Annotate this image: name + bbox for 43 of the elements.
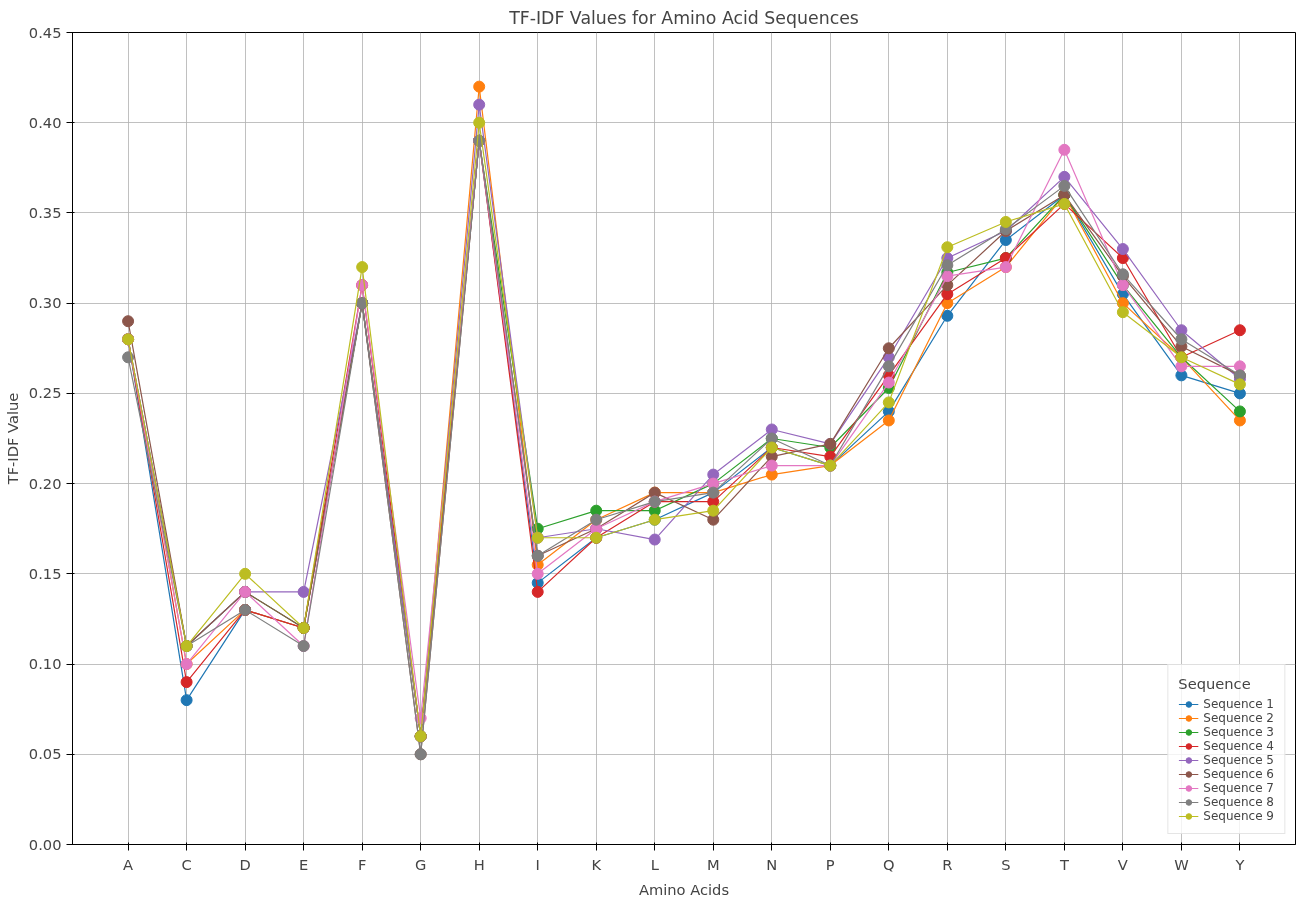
x-tick-label: R xyxy=(942,855,953,873)
x-tick-label: W xyxy=(1174,855,1190,873)
legend-label: Sequence 9 xyxy=(1203,809,1274,823)
chart-title: TF-IDF Values for Amino Acid Sequences xyxy=(508,7,859,28)
x-tick-label: K xyxy=(591,855,602,873)
y-tick-label: 0.30 xyxy=(28,294,62,312)
x-tick-label: F xyxy=(357,855,367,873)
x-tick-label: Q xyxy=(883,855,895,873)
y-tick-label: 0.00 xyxy=(28,835,62,853)
x-tick-label: N xyxy=(766,855,778,873)
legend-label: Sequence 8 xyxy=(1203,795,1274,809)
y-tick-label: 0.15 xyxy=(28,564,62,582)
y-tick-label: 0.10 xyxy=(28,655,62,673)
x-tick-label: S xyxy=(1001,855,1011,873)
legend-label: Sequence 4 xyxy=(1203,739,1274,753)
x-tick-label: I xyxy=(535,855,540,873)
x-tick-label: T xyxy=(1058,855,1069,873)
legend-label: Sequence 7 xyxy=(1203,781,1274,795)
y-tick-label: 0.25 xyxy=(28,384,62,402)
legend-title: Sequence xyxy=(1178,675,1252,692)
legend-label: Sequence 5 xyxy=(1203,753,1274,767)
x-tick-label: G xyxy=(415,855,427,873)
y-tick-label: 0.35 xyxy=(28,203,62,221)
legend-label: Sequence 1 xyxy=(1203,697,1274,711)
x-axis-title: Amino Acids xyxy=(638,880,730,898)
x-tick-label: E xyxy=(299,855,309,873)
x-tick-label: A xyxy=(123,855,134,873)
x-tick-label: M xyxy=(706,855,720,873)
x-tick-label: D xyxy=(239,855,251,873)
y-tick-label: 0.20 xyxy=(28,474,62,492)
x-tick-label: C xyxy=(181,855,192,873)
x-tick-label: P xyxy=(825,855,835,873)
x-tick-label: H xyxy=(473,855,485,873)
y-tick-label: 0.45 xyxy=(28,23,62,41)
legend-label: Sequence 2 xyxy=(1203,711,1274,725)
x-tick-label: Y xyxy=(1234,855,1245,873)
y-tick-label: 0.05 xyxy=(28,745,62,763)
y-axis-title: TF-IDF Value xyxy=(3,392,21,486)
x-tick-label: V xyxy=(1117,855,1128,873)
legend-label: Sequence 3 xyxy=(1203,725,1274,739)
legend-label: Sequence 6 xyxy=(1203,767,1274,781)
y-tick-label: 0.40 xyxy=(28,113,62,131)
x-tick-label: L xyxy=(650,855,660,873)
